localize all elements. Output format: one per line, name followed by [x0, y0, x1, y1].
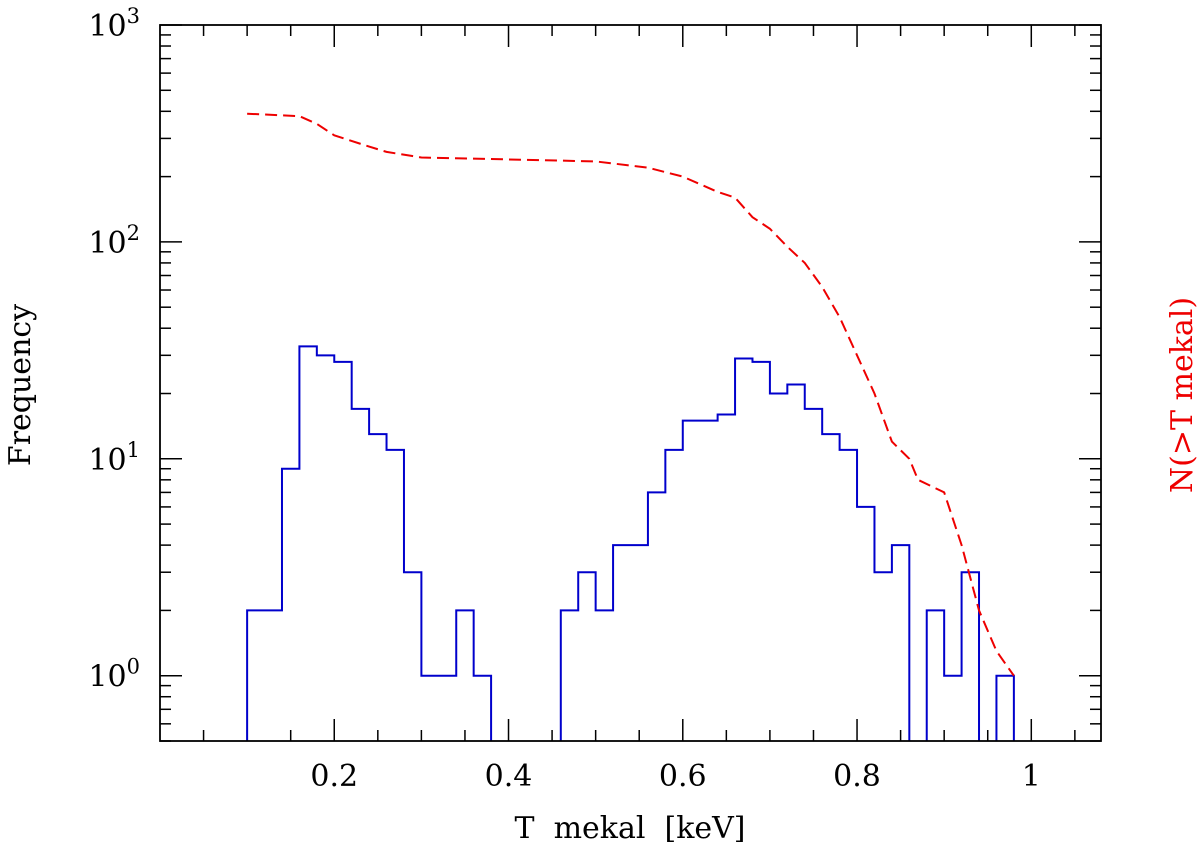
y-axis-label-right: N(>T mekal) [1165, 297, 1200, 493]
x-tick-label: 0.2 [310, 759, 358, 794]
y-tick-label: 100 [88, 655, 140, 695]
y-tick-label: 101 [88, 438, 140, 478]
y-tick-label: 103 [88, 4, 140, 44]
x-tick-label: 0.8 [833, 759, 881, 794]
tick-marks [160, 24, 1101, 742]
plot-frame [159, 24, 1102, 742]
x-axis-label: T mekal [keV] [514, 811, 745, 846]
series-layer [246, 112, 1015, 741]
x-tick-label: 0.4 [485, 759, 533, 794]
frequency-histogram [246, 345, 1015, 741]
y-axis-label: Frequency [3, 304, 38, 466]
cumulative-count-line [247, 112, 1015, 677]
y-tick-label: 102 [88, 221, 140, 261]
x-tick-label: 0.6 [659, 759, 707, 794]
tick-labels: 0.2 0.4 0.6 0.8 1 100 101 102 103 [88, 4, 1040, 794]
x-tick-label: 1 [1022, 759, 1041, 794]
